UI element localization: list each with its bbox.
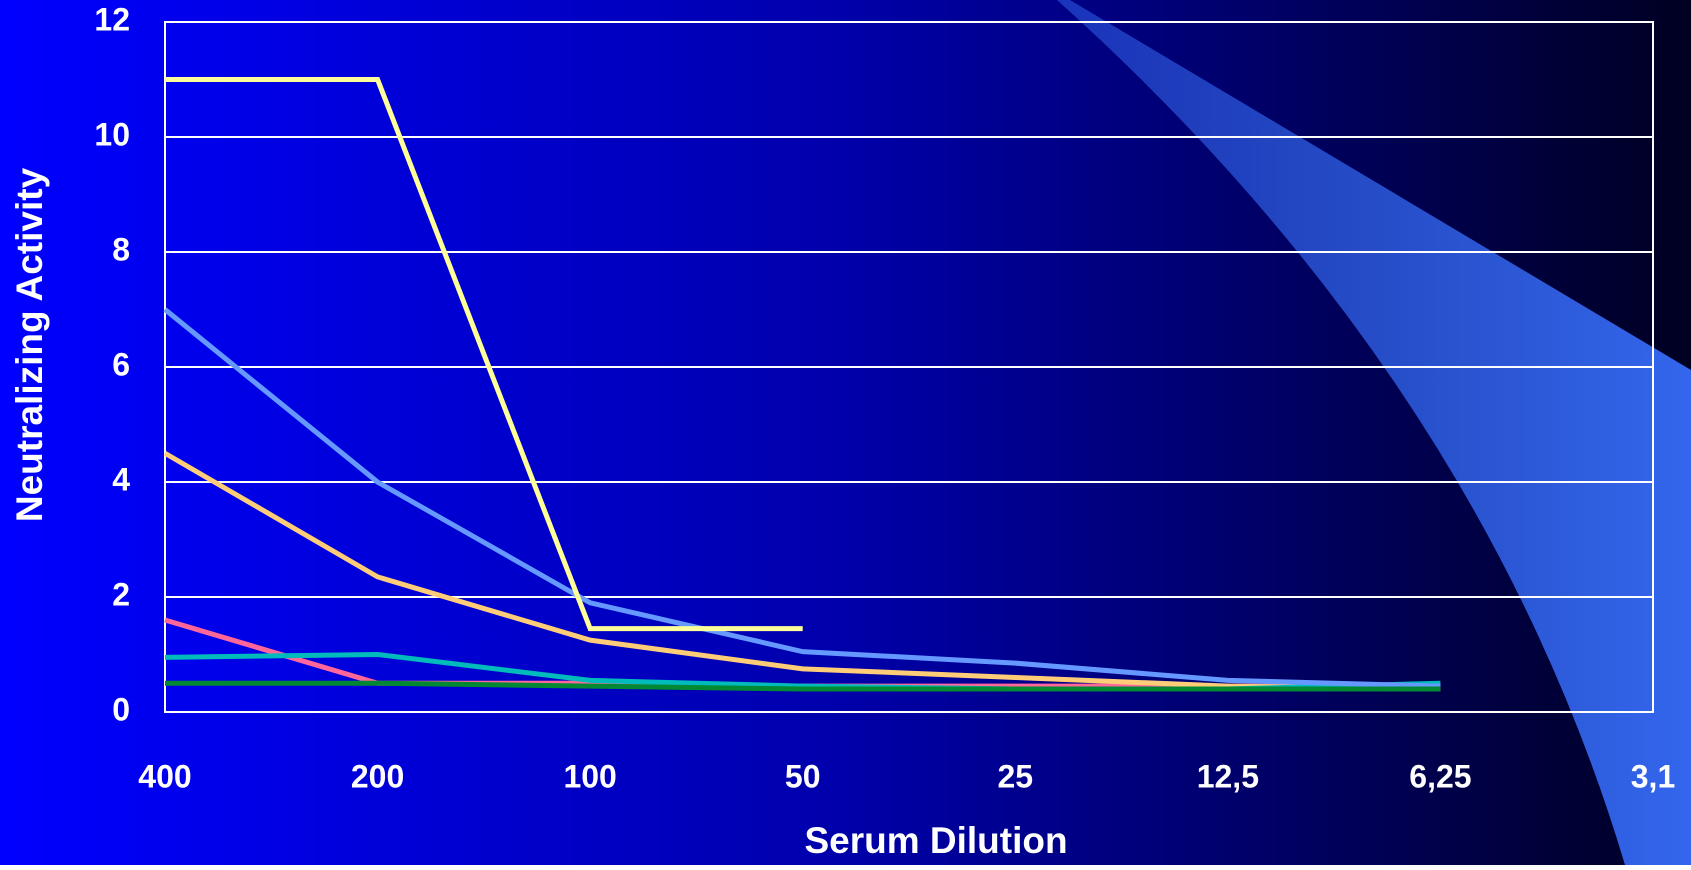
x-tick-label: 25 <box>997 758 1033 794</box>
x-tick-label: 400 <box>138 758 191 794</box>
x-tick-label: 12,5 <box>1197 758 1259 794</box>
x-tick-label: 100 <box>563 758 616 794</box>
y-tick-label: 8 <box>112 231 130 267</box>
data-line <box>165 77 803 632</box>
y-tick-label: 2 <box>112 576 130 612</box>
x-axis-title: Serum Dilution <box>804 820 1067 861</box>
data-line <box>163 451 1441 692</box>
x-tick-label: 6,25 <box>1409 758 1471 794</box>
decorative-swoosh <box>1057 0 1691 865</box>
data-line <box>165 680 1441 692</box>
y-axis-title: Neutralizing Activity <box>9 167 50 522</box>
x-tick-label: 50 <box>785 758 821 794</box>
y-tick-label: 10 <box>94 116 130 152</box>
x-tick-label: 3,1 <box>1631 758 1675 794</box>
data-line <box>163 307 1441 689</box>
y-tick-label: 0 <box>112 691 130 727</box>
y-tick-label: 4 <box>112 461 130 497</box>
x-tick-label: 200 <box>351 758 404 794</box>
plot-border <box>164 21 1654 713</box>
y-tick-label: 12 <box>94 1 130 37</box>
y-tick-label: 6 <box>112 346 130 382</box>
plot-area: 0 2 4 6 8 10 12 400 200 100 50 25 12,5 6,25 3,1 <box>94 1 1675 794</box>
